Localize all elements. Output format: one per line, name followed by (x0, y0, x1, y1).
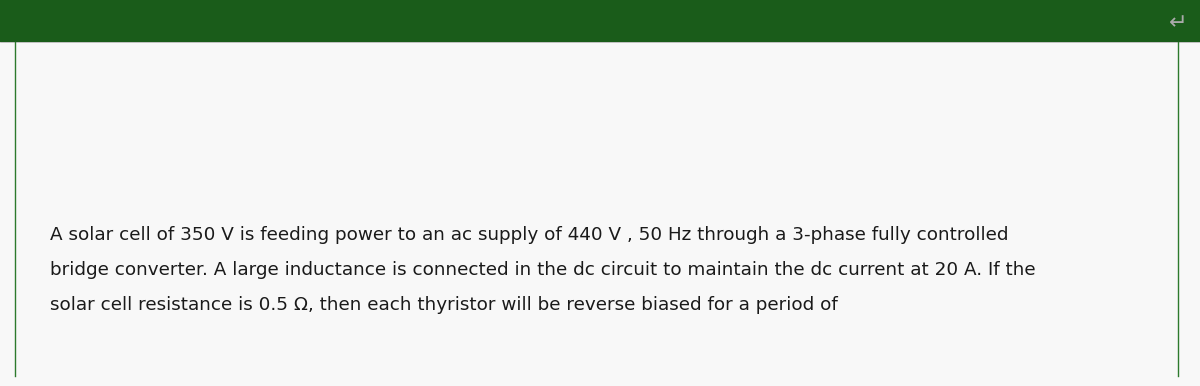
Bar (0, 0, 1200, 42)
Text: solar cell resistance is 0.5 Ω, then each thyristor will be reverse biased for a: solar cell resistance is 0.5 Ω, then eac… (50, 296, 838, 314)
Bar (0, 42, 1200, 386)
Text: ↵: ↵ (1169, 13, 1187, 33)
Text: A solar cell of 350 V is feeding power to an ac supply of 440 V , 50 Hz through : A solar cell of 350 V is feeding power t… (50, 226, 1008, 244)
Text: bridge converter. A large inductance is connected in the dc circuit to maintain : bridge converter. A large inductance is … (50, 261, 1036, 279)
